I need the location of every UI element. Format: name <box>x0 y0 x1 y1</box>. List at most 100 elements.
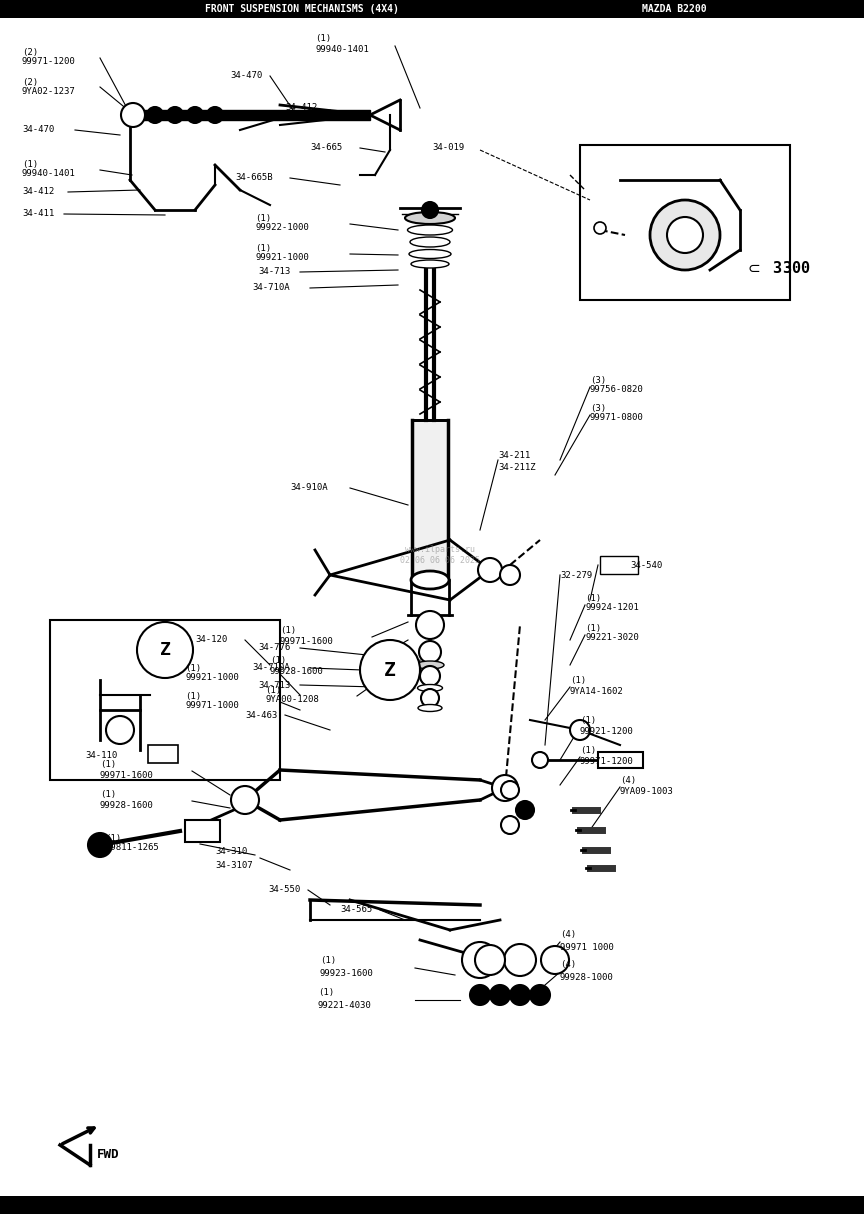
Text: 34-411: 34-411 <box>22 210 54 219</box>
Circle shape <box>501 816 519 834</box>
Text: 9YA02-1237: 9YA02-1237 <box>22 86 76 96</box>
Bar <box>50 620 280 781</box>
Circle shape <box>470 985 490 1005</box>
Text: (1): (1) <box>185 664 201 673</box>
Text: (3): (3) <box>590 375 607 385</box>
Text: 34-550: 34-550 <box>268 885 301 895</box>
Circle shape <box>594 222 606 234</box>
Text: 99928-1600: 99928-1600 <box>100 800 154 810</box>
Bar <box>0 1196 864 1214</box>
Text: Z: Z <box>384 660 396 680</box>
Circle shape <box>462 942 498 978</box>
Text: 99971-1200: 99971-1200 <box>22 57 76 67</box>
Text: 9YA14-1602: 9YA14-1602 <box>570 686 624 696</box>
Text: 32-279: 32-279 <box>560 571 592 579</box>
Circle shape <box>492 775 518 801</box>
Bar <box>412 420 448 580</box>
Circle shape <box>650 200 720 270</box>
Text: 34-412: 34-412 <box>285 103 317 113</box>
Text: 99928-1600: 99928-1600 <box>270 666 324 675</box>
Text: (1): (1) <box>580 715 596 725</box>
Circle shape <box>530 985 550 1005</box>
Text: (1): (1) <box>270 656 286 664</box>
Text: 34-710A: 34-710A <box>252 664 289 673</box>
Text: 99811-1265: 99811-1265 <box>105 844 159 852</box>
Text: (1): (1) <box>585 624 601 632</box>
Circle shape <box>167 107 183 123</box>
Text: 99971-1000: 99971-1000 <box>185 702 238 710</box>
Text: 34-110: 34-110 <box>85 750 118 760</box>
Ellipse shape <box>410 237 450 246</box>
Bar <box>0 0 864 18</box>
Circle shape <box>187 107 203 123</box>
Text: 34-310: 34-310 <box>215 847 247 857</box>
Text: (1): (1) <box>318 988 334 998</box>
Text: (1): (1) <box>315 34 331 42</box>
Circle shape <box>541 946 569 974</box>
Circle shape <box>667 217 703 253</box>
Bar <box>598 751 643 768</box>
Text: (1): (1) <box>265 686 281 694</box>
Text: 99928-1000: 99928-1000 <box>560 974 613 982</box>
Text: (1): (1) <box>105 834 121 843</box>
Circle shape <box>478 558 502 582</box>
Text: (4): (4) <box>560 960 576 970</box>
Text: 99971 1000: 99971 1000 <box>560 943 613 953</box>
Circle shape <box>475 944 505 975</box>
Text: (1): (1) <box>100 790 116 800</box>
Text: 34-910A: 34-910A <box>290 483 327 493</box>
Bar <box>185 819 220 843</box>
Text: (1): (1) <box>22 160 38 170</box>
Ellipse shape <box>416 660 444 669</box>
Circle shape <box>121 103 145 127</box>
Text: (4): (4) <box>620 776 636 784</box>
Text: (1): (1) <box>280 625 296 635</box>
Circle shape <box>106 716 134 744</box>
Circle shape <box>504 944 536 976</box>
Text: (4): (4) <box>560 930 576 940</box>
Circle shape <box>231 785 259 815</box>
Text: FWD: FWD <box>97 1148 119 1162</box>
Text: 34-776: 34-776 <box>258 643 290 652</box>
Text: (1): (1) <box>185 692 201 700</box>
Text: 34-665: 34-665 <box>310 143 342 153</box>
Text: Z: Z <box>160 641 170 659</box>
Ellipse shape <box>417 685 442 692</box>
Text: 34-540: 34-540 <box>630 561 662 569</box>
Text: 34-412: 34-412 <box>22 187 54 197</box>
Ellipse shape <box>411 260 449 268</box>
Text: (1): (1) <box>255 214 271 222</box>
Text: 34-665B: 34-665B <box>235 174 273 182</box>
Text: (1): (1) <box>100 760 116 770</box>
Circle shape <box>88 833 112 857</box>
Text: 99924-1201: 99924-1201 <box>585 603 638 613</box>
Text: (2): (2) <box>22 47 38 57</box>
Text: 99922-1000: 99922-1000 <box>255 223 308 233</box>
Text: 9YA00-1208: 9YA00-1208 <box>265 696 319 704</box>
Circle shape <box>422 202 438 219</box>
Text: 34-120: 34-120 <box>195 635 227 645</box>
Text: 99921-1000: 99921-1000 <box>185 674 238 682</box>
Text: 99221-3020: 99221-3020 <box>585 634 638 642</box>
Text: 99756-0820: 99756-0820 <box>590 386 644 395</box>
Bar <box>600 556 638 574</box>
Bar <box>130 110 370 120</box>
Text: 99971-1600: 99971-1600 <box>280 636 334 646</box>
Text: (2): (2) <box>22 78 38 86</box>
Text: 34-565: 34-565 <box>340 906 372 914</box>
Text: 34-710A: 34-710A <box>252 284 289 293</box>
Text: 99940-1401: 99940-1401 <box>315 45 369 55</box>
Ellipse shape <box>405 212 455 225</box>
Circle shape <box>532 751 548 768</box>
Text: www.ilparts.ru
02 06 06 06 2025: www.ilparts.ru 02 06 06 06 2025 <box>400 545 480 565</box>
Text: 99923-1600: 99923-1600 <box>320 969 374 977</box>
Text: 34-713: 34-713 <box>258 681 290 690</box>
Circle shape <box>420 666 440 686</box>
Text: 99221-4030: 99221-4030 <box>318 1000 372 1010</box>
Circle shape <box>421 690 439 707</box>
Text: 99940-1401: 99940-1401 <box>22 170 76 178</box>
Text: (1): (1) <box>320 955 336 964</box>
Circle shape <box>500 565 520 585</box>
Bar <box>148 745 178 764</box>
Circle shape <box>137 622 193 677</box>
